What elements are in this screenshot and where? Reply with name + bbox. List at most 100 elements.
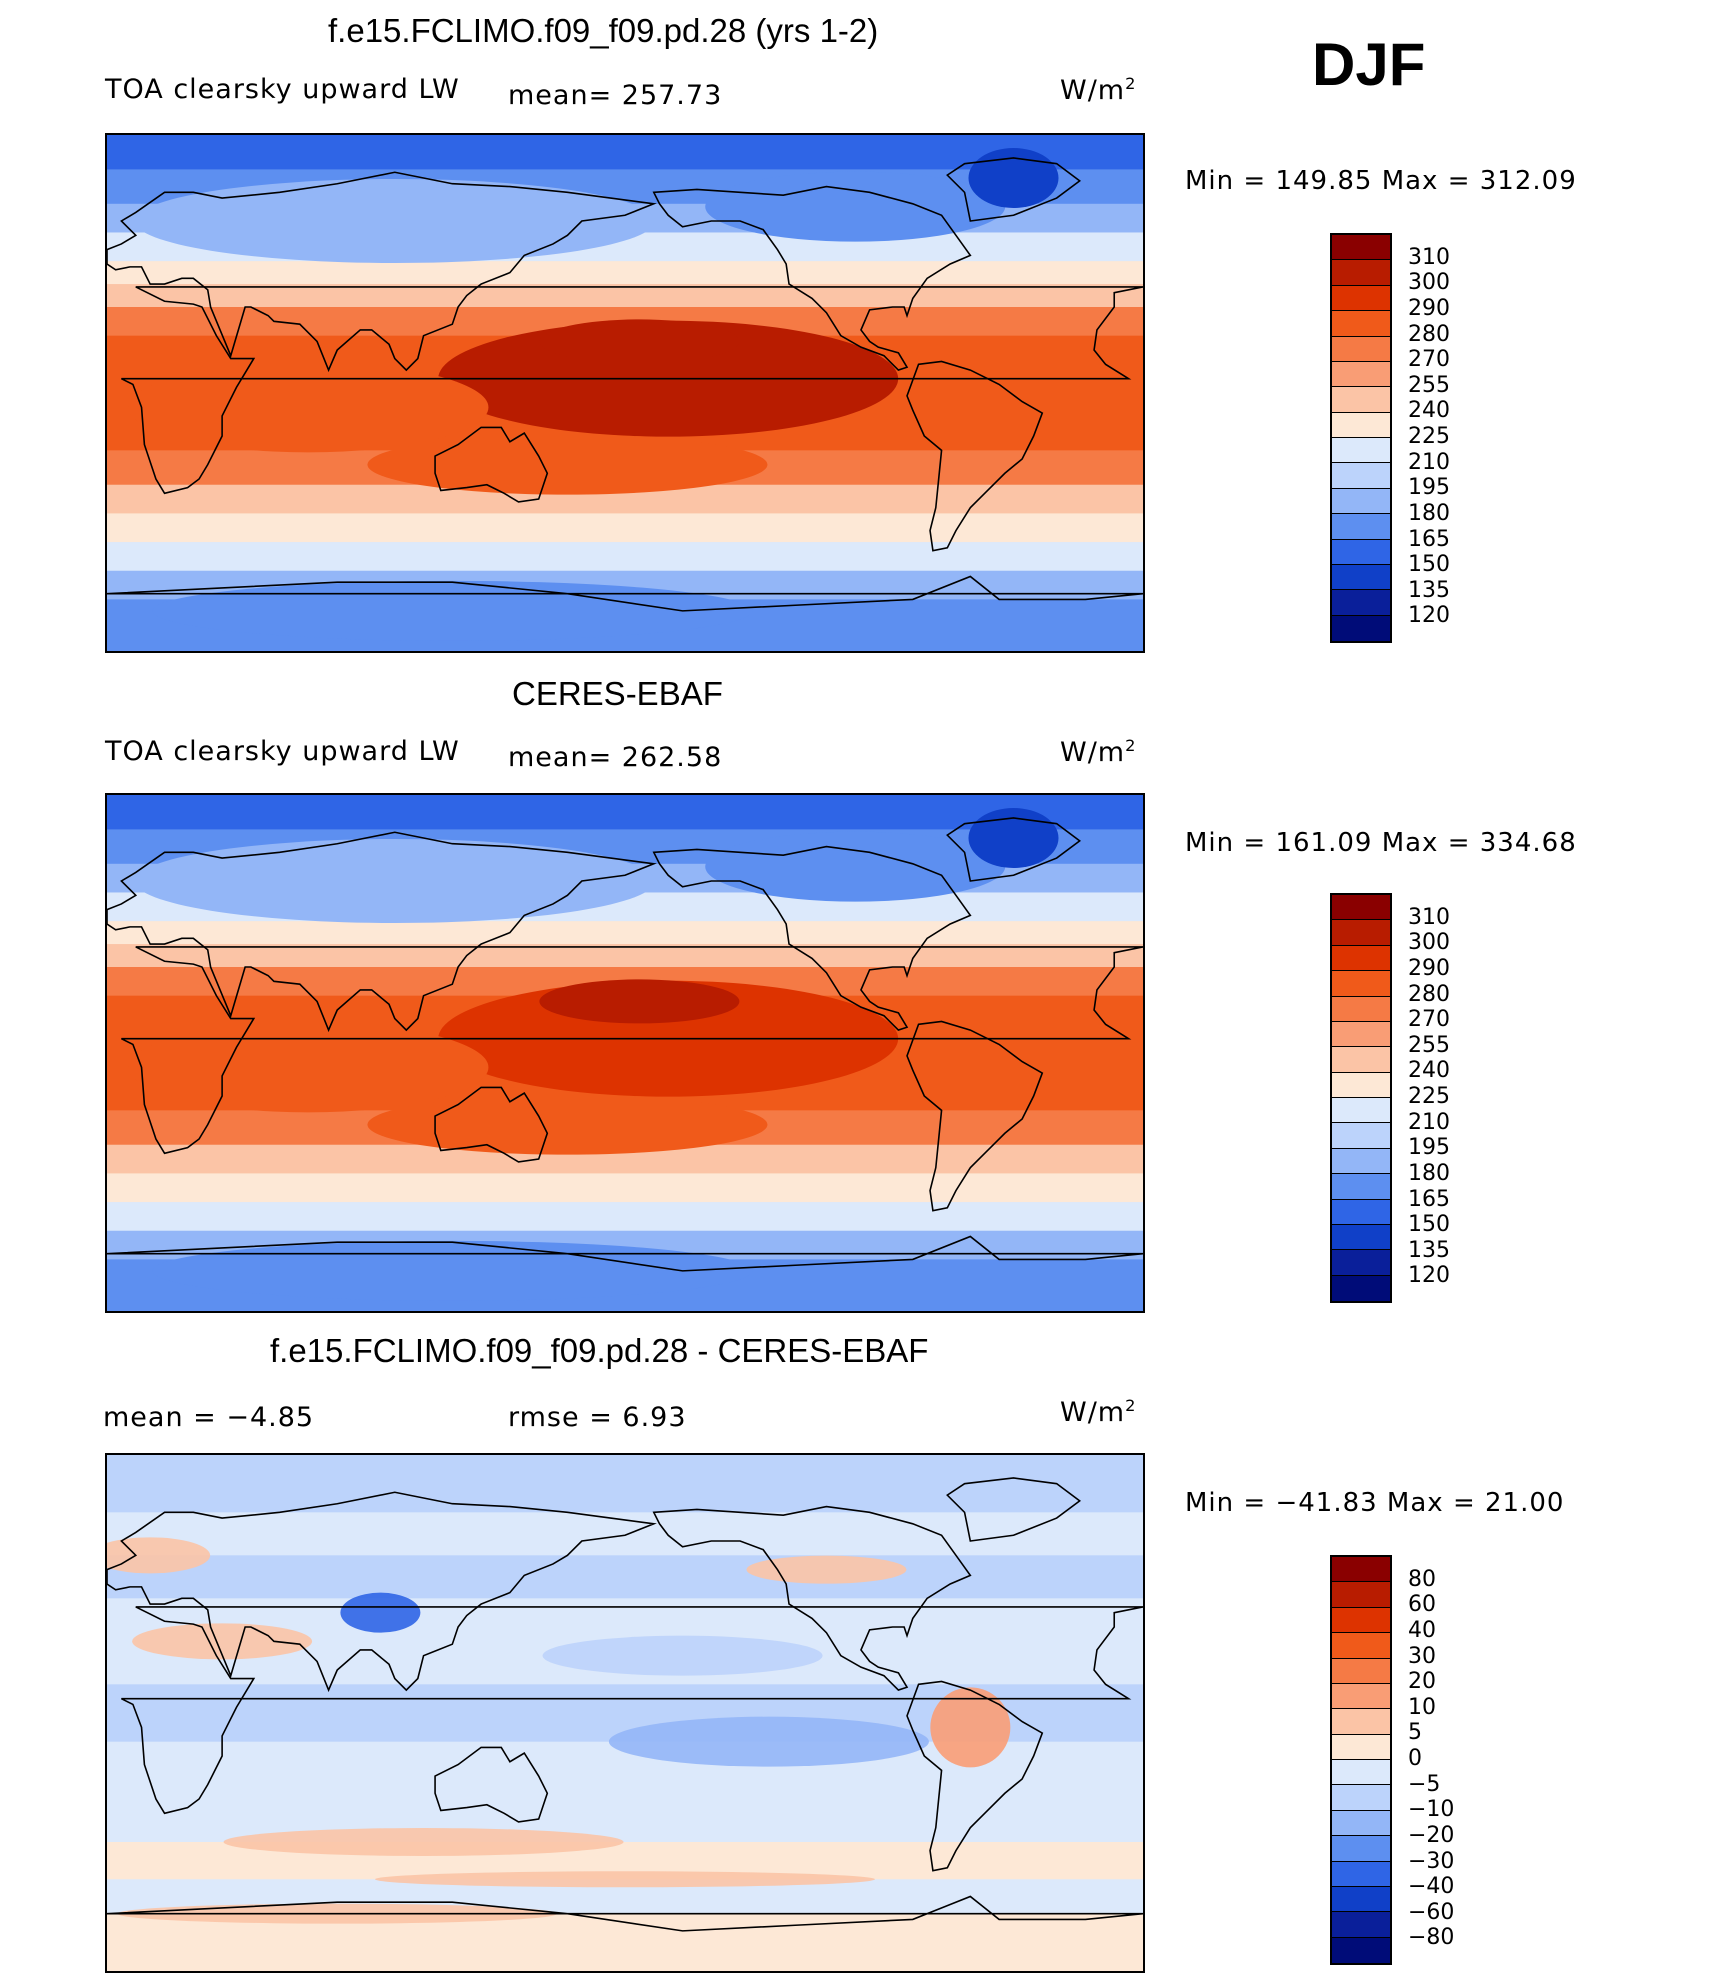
colorbar-swatch: [1332, 895, 1390, 921]
colorbar-tick-label: 300: [1408, 930, 1450, 956]
colorbar-tick-label: 290: [1408, 295, 1450, 321]
field-core: [128, 362, 489, 453]
panel-2-title: CERES-EBAF: [512, 675, 723, 712]
colorbar-swatch: [1332, 1607, 1390, 1634]
colorbar-swatch: [1332, 260, 1390, 286]
colorbar-tick-label: −10: [1408, 1797, 1455, 1823]
colorbar-swatch: [1332, 311, 1390, 337]
colorbar-swatch: [1332, 1582, 1390, 1608]
coastline: [107, 1895, 1143, 1932]
colorbar-swatch: [1332, 1836, 1390, 1862]
colorbar-tick-label: 5: [1408, 1720, 1422, 1746]
panel-2-map-field: [107, 795, 1143, 1311]
colorbar-swatch: [1332, 1633, 1390, 1659]
colorbar-swatch: [1332, 488, 1390, 515]
colorbar-tick-label: 225: [1408, 424, 1450, 449]
colorbar-tick-label: 225: [1408, 1084, 1450, 1109]
colorbar-tick-label: 120: [1408, 603, 1450, 629]
colorbar-swatch: [1332, 1734, 1390, 1760]
field-band: [107, 1555, 1143, 1600]
field-anomaly: [930, 1687, 1011, 1768]
coastline: [121, 946, 1143, 1155]
field-cold: [705, 831, 1006, 902]
colorbar-tick-label: −30: [1408, 1848, 1455, 1874]
field-core: [539, 319, 740, 364]
colorbar-swatch: [1332, 438, 1390, 464]
field-band: [107, 944, 1143, 968]
season-label: DJF: [1312, 31, 1426, 98]
field-anomaly: [107, 1537, 211, 1574]
panel-1-mean-label: mean= 257.73: [508, 80, 723, 111]
coastline: [434, 426, 549, 503]
colorbar-tick-label: 180: [1408, 1160, 1450, 1186]
colorbar-tick-label: 135: [1408, 577, 1450, 603]
panel-2-variable-label: TOA clearsky upward LW: [105, 736, 460, 767]
colorbar-tick-label: 300: [1408, 270, 1450, 296]
coastline: [946, 817, 1082, 882]
colorbar-swatch: [1332, 1148, 1390, 1175]
colorbar-swatch: [1332, 1098, 1390, 1124]
coastline: [906, 1680, 1044, 1872]
field-band: [107, 135, 1143, 171]
field-anomaly: [608, 1716, 929, 1767]
field-band: [107, 1455, 1143, 1514]
field-cold: [152, 580, 753, 641]
colorbar-tick-label: 240: [1408, 1058, 1450, 1084]
panel-2-map: [105, 793, 1145, 1313]
colorbar-tick-label: 165: [1408, 1186, 1450, 1212]
colorbar-tick-label: 165: [1408, 526, 1450, 552]
colorbar-swatch: [1332, 1199, 1390, 1225]
field-band: [107, 1202, 1143, 1232]
coastline: [121, 286, 1143, 495]
colorbar-tick-label: 255: [1408, 1032, 1450, 1058]
field-cold: [968, 148, 1059, 208]
field-band: [107, 513, 1143, 544]
panel-3-rmse-label: rmse = 6.93: [508, 1402, 687, 1433]
coastline: [434, 1746, 549, 1823]
colorbar-tick-label: 290: [1408, 955, 1450, 981]
colorbar-tick-label: −5: [1408, 1771, 1441, 1797]
colorbar-tick-label: 30: [1408, 1643, 1436, 1669]
colorbar-swatch: [1332, 945, 1390, 972]
panel-1-min-max: Min = 149.85 Max = 312.09: [1185, 166, 1577, 196]
field-core: [367, 434, 768, 495]
colorbar-tick-label: 310: [1408, 904, 1450, 930]
colorbar-tick-label: 150: [1408, 1212, 1450, 1238]
panel-3-map-field: [107, 1455, 1143, 1971]
coastline: [652, 845, 972, 1031]
colorbar-swatch: [1332, 1224, 1390, 1251]
colorbar-swatch: [1332, 1557, 1390, 1583]
colorbar-swatch: [1332, 564, 1390, 591]
colorbar-tick-label: 310: [1408, 244, 1450, 270]
panel-1-map-field: [107, 135, 1143, 651]
colorbar-tick-label: 60: [1408, 1592, 1436, 1618]
colorbar-tick-label: 270: [1408, 347, 1450, 373]
colorbar-swatch: [1332, 1123, 1390, 1149]
colorbar-tick-label: 40: [1408, 1617, 1436, 1643]
colorbar-tick-label: 180: [1408, 500, 1450, 526]
field-core: [367, 1094, 768, 1155]
colorbar-tick-label: 240: [1408, 398, 1450, 424]
colorbar-swatch: [1332, 463, 1390, 489]
field-band: [107, 261, 1143, 286]
field-cold: [152, 1240, 753, 1301]
colorbar-swatch: [1332, 1810, 1390, 1837]
colorbar-tick-label: −20: [1408, 1822, 1455, 1848]
colorbar-tick-label: 195: [1408, 1135, 1450, 1161]
colorbar-swatch: [1332, 1021, 1390, 1048]
colorbar-tick-label: 10: [1408, 1694, 1436, 1720]
colorbar-swatch: [1332, 1275, 1390, 1301]
colorbar-tick-label: −60: [1408, 1899, 1455, 1925]
panel-3-title: f.e15.FCLIMO.f09_f09.pd.28 - CERES-EBAF: [270, 1332, 929, 1369]
field-cold: [134, 179, 655, 263]
field-anomaly: [340, 1592, 421, 1633]
coastline: [906, 360, 1044, 552]
colorbar-swatch: [1332, 285, 1390, 312]
colorbar-tick-label: 120: [1408, 1263, 1450, 1289]
coastline: [107, 1491, 657, 1693]
field-cold: [968, 808, 1059, 868]
colorbar-tick-label: 0: [1408, 1746, 1422, 1771]
colorbar-swatch: [1332, 1658, 1390, 1684]
colorbar-swatch: [1332, 1937, 1390, 1963]
coastline: [652, 185, 972, 371]
